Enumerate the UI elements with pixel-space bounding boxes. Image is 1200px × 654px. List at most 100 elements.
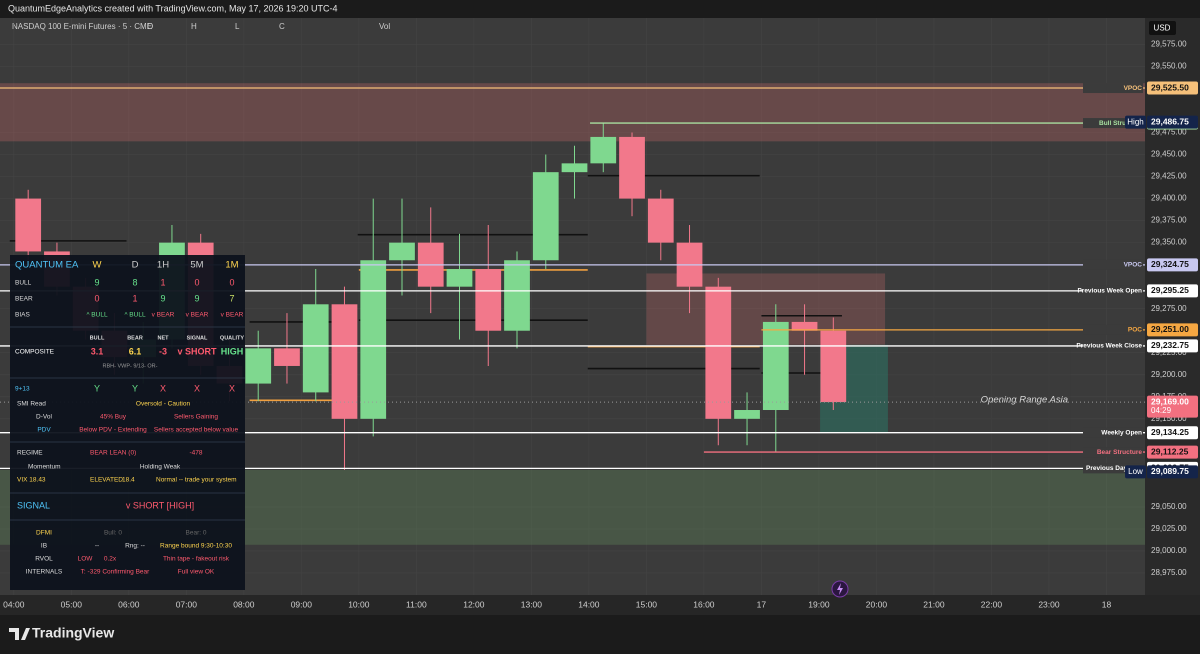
panel-cell: Sellers accepted below value bbox=[154, 427, 239, 434]
price-tag bbox=[1147, 258, 1198, 272]
y-tick-label: 29,400.00 bbox=[1151, 194, 1187, 203]
candle-body bbox=[504, 260, 530, 331]
level-name: Bear Structure bbox=[1097, 449, 1143, 456]
x-tick-label: 13:00 bbox=[521, 599, 543, 609]
brand-mark bbox=[9, 628, 30, 640]
x-tick-label: 11:00 bbox=[406, 599, 427, 609]
panel-cell: W bbox=[93, 260, 102, 271]
annotation: Opening Range Asia bbox=[981, 395, 1068, 406]
panel-cell: 6.1 bbox=[129, 346, 142, 356]
level-name: VPOC bbox=[1124, 262, 1143, 269]
price-tag bbox=[1147, 115, 1198, 129]
x-tick-label: 14:00 bbox=[578, 599, 600, 609]
panel-cell: v SHORT [HIGH] bbox=[126, 500, 194, 510]
currency: USD bbox=[1154, 24, 1171, 33]
candle-body bbox=[446, 269, 473, 287]
panel-cell: v SHORT bbox=[177, 346, 217, 356]
panel-cell: Bear: 0 bbox=[186, 530, 207, 537]
candle-body bbox=[245, 348, 272, 384]
panel-cell: 3.1 bbox=[91, 346, 104, 356]
candle-body bbox=[619, 136, 645, 199]
panel-cell: 1H bbox=[157, 260, 169, 271]
candle-body bbox=[389, 242, 415, 261]
zone bbox=[761, 344, 1071, 455]
currency-box bbox=[1149, 21, 1176, 35]
panel-cell: QUANTUM EA bbox=[15, 260, 79, 271]
price-tag-label: 29,251.00 bbox=[1151, 324, 1189, 334]
brand-logo[interactable]: TradingView bbox=[9, 625, 114, 641]
y-tick-label: 29,025.00 bbox=[1151, 524, 1187, 533]
x-tick-label: 09:00 bbox=[291, 599, 313, 609]
price-tag bbox=[1147, 426, 1198, 440]
extreme-name: Low bbox=[1128, 467, 1143, 476]
panel-cell: X bbox=[194, 383, 200, 393]
panel-cell: Below PDV - Extending bbox=[79, 427, 147, 434]
panel-cell: 18.4 bbox=[122, 477, 135, 484]
panel-cell: 1M bbox=[225, 260, 238, 271]
price-tag bbox=[1147, 465, 1198, 479]
time-axis bbox=[0, 595, 1200, 615]
y-tick-label: 29,350.00 bbox=[1151, 238, 1187, 247]
x-tick-label: 19:00 bbox=[808, 599, 830, 609]
price-tag-label: 29,089.75 bbox=[1151, 466, 1189, 476]
extreme-name-bg bbox=[1125, 465, 1146, 479]
panel-cell: 9 bbox=[94, 277, 99, 287]
ohlc-label: C bbox=[279, 22, 285, 31]
x-tick-label: 21:00 bbox=[923, 599, 945, 609]
y-tick-label: 29,150.00 bbox=[1151, 414, 1187, 423]
y-tick-label: 29,275.00 bbox=[1151, 304, 1187, 313]
panel-cell: -3 bbox=[159, 346, 167, 356]
panel-cell: IB bbox=[41, 543, 47, 550]
level-name: VPOC bbox=[1124, 85, 1143, 92]
panel-cell: RVOL bbox=[35, 556, 53, 563]
panel-cell: 5M bbox=[190, 260, 203, 271]
countdown: 04:29 bbox=[1151, 406, 1172, 415]
panel-bg bbox=[10, 255, 245, 590]
panel-cell: Rng: -- bbox=[125, 543, 145, 550]
y-tick-label: 29,550.00 bbox=[1151, 62, 1187, 71]
candle-body bbox=[762, 321, 789, 411]
panel-cell: COMPOSITE bbox=[15, 349, 55, 356]
price-tag-label: 29,232.75 bbox=[1151, 340, 1189, 350]
candle-body bbox=[561, 163, 588, 173]
credit: QuantumEdgeAnalytics created with Tradin… bbox=[8, 3, 338, 13]
candle-body bbox=[360, 260, 387, 419]
brand-name: TradingView bbox=[32, 625, 114, 641]
panel-cell: 0.2x bbox=[104, 556, 117, 563]
last-price-label: 29,169.00 bbox=[1151, 396, 1189, 406]
level-name-bg bbox=[1083, 83, 1143, 94]
panel-cell: Y bbox=[94, 383, 100, 393]
level-name-bg bbox=[1083, 463, 1143, 474]
x-tick-label: 10:00 bbox=[348, 599, 370, 609]
panel-cell: 9 bbox=[160, 293, 165, 303]
info-panel: QUANTUM EA W D 1H 5M 1M BULL 9 8 1 0 0 BEAR 0 1 9 9 7 BIAS… bbox=[10, 255, 245, 590]
panel-cell: Bull: 0 bbox=[104, 530, 122, 537]
candle-body bbox=[734, 410, 760, 419]
y-tick-label: 29,050.00 bbox=[1151, 502, 1187, 511]
panel-cell: PDV bbox=[37, 427, 51, 434]
panel-cell: 1 bbox=[160, 277, 165, 287]
y-tick-label: 28,975.00 bbox=[1151, 568, 1187, 577]
level-name-bg bbox=[1083, 447, 1143, 458]
panel-cell: VIX 18.43 bbox=[17, 477, 46, 484]
panel-cell: Holding Weak bbox=[140, 464, 181, 471]
level-name-bg bbox=[1083, 285, 1143, 296]
panel-cell: -478 bbox=[189, 450, 202, 457]
panel-cell: LOW bbox=[78, 556, 94, 563]
level-name-bg bbox=[1083, 324, 1143, 335]
ohlc-label: Vol bbox=[379, 22, 390, 31]
x-tick-label: 04:00 bbox=[3, 599, 25, 609]
level-name-bg bbox=[1083, 118, 1143, 129]
price-tag bbox=[1147, 284, 1198, 298]
alert-bolt bbox=[837, 583, 843, 595]
price-tag-label: 29,525.50 bbox=[1151, 82, 1189, 92]
level-name: POC bbox=[1128, 327, 1142, 334]
candle-body bbox=[274, 348, 300, 366]
y-tick-label: 29,475.00 bbox=[1151, 128, 1187, 137]
panel-cell: ELEVATED bbox=[90, 477, 123, 484]
x-tick-label: 17 bbox=[757, 599, 767, 609]
x-tick-label: 07:00 bbox=[176, 599, 198, 609]
last-price-tag bbox=[1147, 395, 1198, 418]
level-name: Previous Week Close bbox=[1076, 343, 1142, 350]
